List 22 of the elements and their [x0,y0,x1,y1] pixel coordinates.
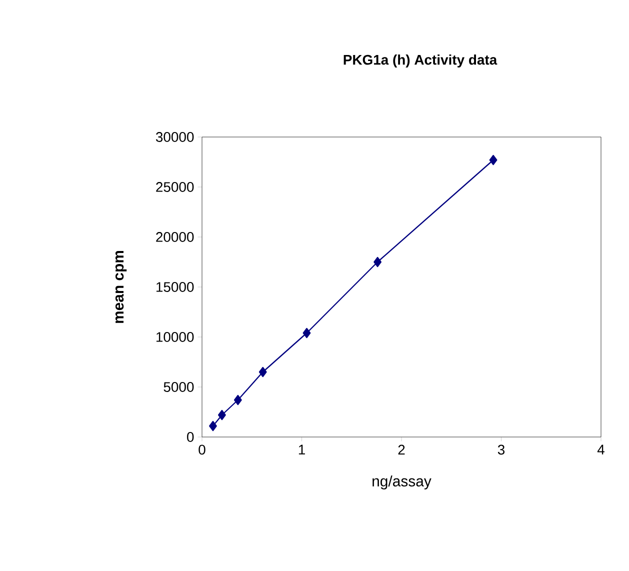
point [218,410,226,420]
point [209,420,217,432]
point [489,154,498,166]
y-tick-label: 15000 [156,282,194,292]
y-tick-label: 25000 [156,182,194,192]
x-tick-label: 4 [597,444,604,454]
y-tick-label: 0 [187,432,194,442]
y-tick-label: 5000 [164,382,194,392]
y-axis-title: mean cpm [115,250,127,323]
y-tick-label: 20000 [156,232,194,242]
chart-title: PKG1a (h) Activity data [344,54,498,68]
x-axis-title: ng/assay [372,475,432,490]
y-tick-label: 30000 [156,132,194,142]
x-tick-label: 0 [198,444,206,455]
point [302,328,311,338]
point [258,366,267,378]
point [374,256,382,268]
x-tick-label: 2 [398,444,405,455]
y-tick-label: 10000 [156,332,194,342]
x-tick-label: 1 [298,444,305,454]
x-tick-label: 3 [498,444,505,455]
point [234,394,242,406]
